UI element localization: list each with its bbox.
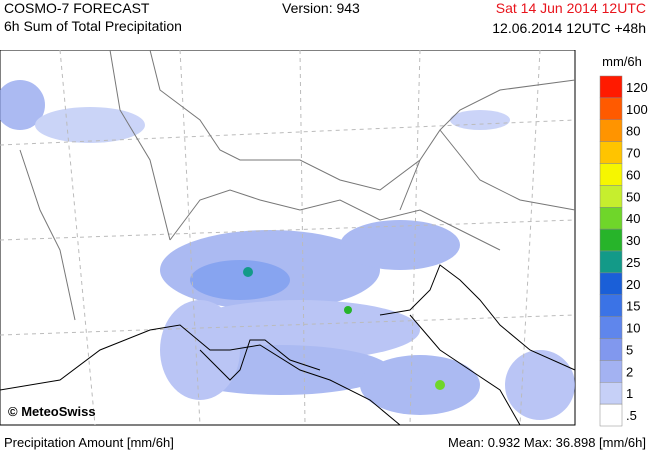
legend-swatch: [599, 338, 623, 361]
title: COSMO-7 FORECAST: [4, 0, 150, 16]
legend-swatch: [599, 360, 623, 383]
copyright: © MeteoSwiss: [8, 404, 96, 419]
valid-time: Sat 14 Jun 2014 12UTC: [495, 0, 646, 16]
legend-swatch: [599, 75, 623, 99]
legend-swatch: [599, 163, 623, 186]
legend-label: 50: [626, 189, 640, 204]
legend-label: .5: [626, 408, 637, 423]
legend-swatch: [599, 316, 623, 339]
legend-label: 120: [626, 80, 648, 95]
legend-label: 100: [626, 102, 648, 117]
legend-label: 40: [626, 211, 640, 226]
legend-unit: mm/6h: [602, 54, 642, 69]
legend-swatch: [599, 97, 623, 120]
legend-swatch: [599, 403, 623, 427]
legend-label: 2: [626, 364, 633, 379]
legend-swatch: [599, 382, 623, 405]
subtitle: 6h Sum of Total Precipitation: [4, 18, 182, 34]
legend-swatch: [599, 119, 623, 142]
legend-label: 5: [626, 342, 633, 357]
legend-swatch: [599, 185, 623, 208]
legend-swatch: [599, 294, 623, 317]
legend-label: 1: [626, 386, 633, 401]
footer-left: Precipitation Amount [mm/6h]: [4, 435, 174, 450]
legend-label: 20: [626, 277, 640, 292]
legend-label: 30: [626, 233, 640, 248]
run-time: 12.06.2014 12UTC +48h: [492, 20, 646, 36]
legend-swatch: [599, 228, 623, 252]
legend-label: 60: [626, 167, 640, 182]
footer-right: Mean: 0.932 Max: 36.898 [mm/6h]: [448, 435, 646, 450]
legend-label: 70: [626, 146, 640, 161]
version: Version: 943: [282, 0, 360, 16]
legend-swatch: [599, 141, 623, 164]
legend-swatch: [599, 272, 623, 295]
legend-label: 10: [626, 321, 640, 336]
legend-swatch: [599, 207, 623, 230]
legend: mm/6h 120 100 80 70 60 50 40 30 25 20 15 10 5 2 1 .5: [599, 54, 648, 427]
map: © MeteoSwiss: [0, 50, 576, 426]
legend-swatch: [599, 250, 623, 274]
legend-label: 15: [626, 299, 640, 314]
legend-label: 80: [626, 124, 640, 139]
legend-label: 25: [626, 255, 640, 270]
